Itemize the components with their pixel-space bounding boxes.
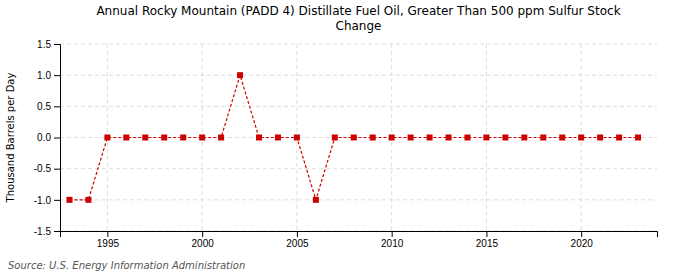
grid-line-y [60, 106, 657, 107]
marker [123, 135, 129, 141]
grid-line-y [60, 199, 657, 200]
marker [521, 135, 527, 141]
y-axis-tick-label: 0.5 [37, 101, 51, 112]
y-axis-tick-mark [54, 169, 60, 170]
y-axis-tick-label: 0.0 [37, 132, 51, 143]
y-axis-tick-label: 1.0 [37, 70, 51, 81]
source: Source: U.S. Energy Information Administ… [8, 260, 245, 271]
line [69, 75, 638, 200]
x-axis-tick-mark [486, 231, 487, 237]
marker [180, 135, 186, 141]
marker [275, 135, 281, 141]
y-axis-title: Thousand Barrels per Day [5, 73, 16, 204]
title-line: Annual Rocky Mountain (PADD 4) Distillat… [96, 4, 620, 18]
chart: 1995 2000 2005 2010 2015 2020 -1.5 -1.0 -0.5 0.0 0… [0, 0, 675, 275]
x-axis-tick-mark [107, 231, 108, 237]
marker [540, 135, 546, 141]
x-axis-tick-mark [202, 231, 203, 237]
x-axis-tick-mark [297, 231, 298, 237]
plot-area: 1995 2000 2005 2010 2015 2020 -1.5 -1.0 -0.5 0.0 0… [34, 39, 658, 249]
x-axis-tick: 2010 [381, 231, 404, 249]
y-axis-tick: -1.5 [34, 226, 60, 237]
marker [427, 135, 433, 141]
y-axis-tick: 1.5 [37, 39, 60, 50]
x-axis-tick-label: 2020 [571, 238, 594, 249]
marker [332, 135, 338, 141]
marker [161, 135, 167, 141]
marker [597, 135, 603, 141]
y-axis: -1.5 -1.0 -0.5 0.0 0.5 1.0 1.5 [34, 39, 61, 237]
marker [66, 197, 72, 203]
y-axis-tick: 0.0 [37, 132, 60, 143]
marker [389, 135, 395, 141]
grid-line-y [60, 75, 657, 76]
y-axis-tick-mark [54, 44, 60, 45]
marker [408, 135, 414, 141]
x-axis-tick-label: 1995 [97, 238, 120, 249]
y-axis-tick: -0.5 [34, 163, 60, 174]
marker [464, 135, 470, 141]
x-axis-tick: 2015 [476, 231, 499, 249]
title-line: Change [336, 19, 382, 33]
x-axis-tick: 2020 [571, 231, 594, 249]
marker [446, 135, 452, 141]
marker [237, 72, 243, 78]
y-axis-tick-label: -1.0 [34, 195, 52, 206]
x-axis-tick: 1995 [97, 231, 120, 249]
marker [483, 135, 489, 141]
marker [104, 135, 110, 141]
x-axis: 1995 2000 2005 2010 2015 2020 [61, 231, 658, 249]
marker [256, 135, 262, 141]
y-axis-tick-label: -0.5 [34, 163, 52, 174]
x-axis-tick-mark [392, 231, 393, 237]
grid-line-y [60, 168, 657, 169]
marker [578, 135, 584, 141]
y-axis-tick-label: -1.5 [34, 226, 52, 237]
grid-line-y [60, 44, 657, 45]
marker [351, 135, 357, 141]
x-axis-tick-label: 2010 [381, 238, 404, 249]
grid [60, 44, 657, 231]
x-axis-tick: 2000 [192, 231, 215, 249]
marker [313, 197, 319, 203]
y-axis-tick-label: 1.5 [37, 39, 51, 50]
y-axis-tick: -1.0 [34, 195, 60, 206]
y-axis-tick-mark [54, 138, 60, 139]
marker [85, 197, 91, 203]
y-axis-tick: 1.0 [37, 70, 60, 81]
y-axis-tick-mark [54, 106, 60, 107]
marker [616, 135, 622, 141]
y-axis-tick-mark [54, 231, 60, 232]
marker [502, 135, 508, 141]
marker [635, 135, 641, 141]
y-axis-tick: 0.5 [37, 101, 60, 112]
marker [142, 135, 148, 141]
marker [370, 135, 376, 141]
marker [559, 135, 565, 141]
x-axis-tick: 2005 [286, 231, 309, 249]
x-axis-line [61, 232, 658, 238]
x-axis-tick-label: 2000 [192, 238, 215, 249]
title: Annual Rocky Mountain (PADD 4) Distillat… [96, 4, 620, 33]
x-axis-tick-mark [581, 231, 582, 237]
y-axis-line [54, 45, 61, 232]
series [66, 72, 641, 203]
y-axis-tick-mark [54, 75, 60, 76]
x-axis-tick-label: 2015 [476, 238, 499, 249]
marker [199, 135, 205, 141]
y-axis-tick-mark [54, 200, 60, 201]
marker [218, 135, 224, 141]
x-axis-tick-label: 2005 [286, 238, 309, 249]
marker [294, 135, 300, 141]
